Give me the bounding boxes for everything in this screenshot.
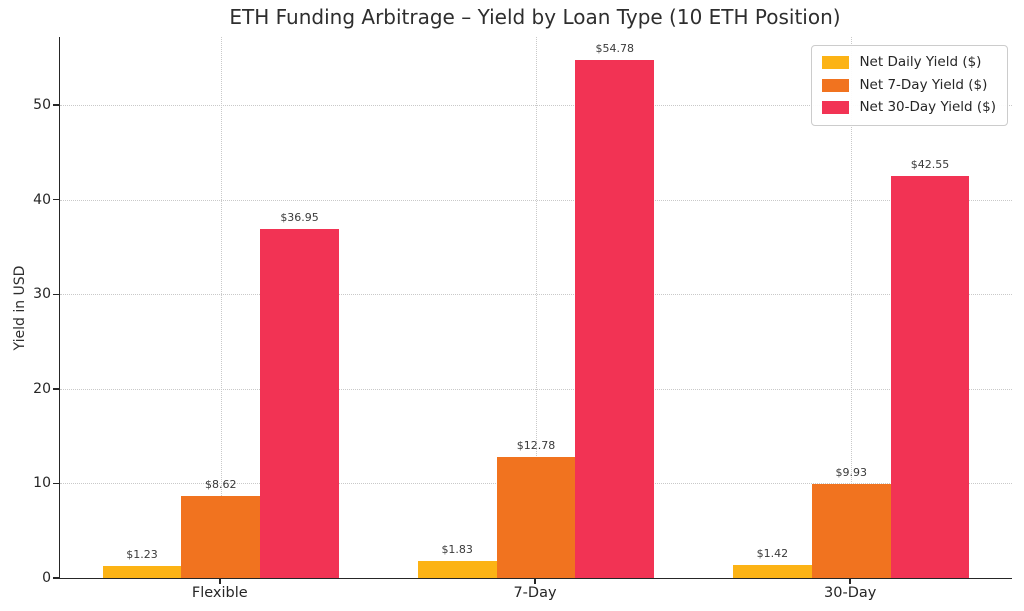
y-tick-label: 20 [33, 380, 51, 397]
bar-net-daily-yield [102, 566, 182, 578]
x-tick-label: 7-Day [513, 585, 557, 601]
legend-item-label: Net 30-Day Yield ($) [859, 99, 996, 116]
chart-title: ETH Funding Arbitrage – Yield by Loan Ty… [229, 5, 841, 29]
bar-net-7-day-yield [181, 496, 261, 578]
y-tick-label: 10 [33, 475, 51, 492]
bar-net-daily-yield [417, 560, 497, 578]
bar-net-30-day-yield [890, 175, 970, 578]
legend: Net Daily Yield ($) Net 7-Day Yield ($) Ne… [811, 45, 1008, 126]
y-axis-tick [53, 104, 59, 106]
bar-net-7-day-yield [496, 457, 576, 578]
y-axis-tick [53, 388, 59, 390]
x-axis-tick [219, 578, 221, 584]
bar-value-label: $36.95 [280, 210, 319, 224]
legend-swatch [822, 56, 850, 70]
bar-value-label: $1.42 [756, 546, 789, 560]
legend-item-label: Net Daily Yield ($) [859, 54, 982, 70]
legend-item: Net 7-Day Yield ($) [822, 76, 996, 94]
bar-net-30-day-yield [575, 59, 655, 578]
legend-item: Net Daily Yield ($) [822, 54, 996, 71]
y-axis-tick [53, 577, 59, 579]
bar-value-label: $8.62 [205, 478, 237, 492]
gridline-vertical [851, 37, 853, 578]
bar-net-7-day-yield [811, 484, 891, 578]
bar-value-label: $9.93 [835, 466, 867, 480]
bar-value-label: $42.55 [910, 157, 950, 171]
legend-item-label: Net 7-Day Yield ($) [859, 76, 988, 93]
legend-swatch [822, 101, 850, 115]
y-tick-label: 30 [33, 286, 51, 303]
bar-value-label: $12.78 [516, 439, 556, 453]
x-tick-label: Flexible [191, 585, 248, 601]
legend-item: Net 30-Day Yield ($) [822, 100, 996, 116]
y-tick-label: 0 [42, 570, 51, 586]
plot-area: $1.23 $1.83 $1.42 $8.62 $12.78 $9.93 $36.95 $54… [59, 37, 1012, 579]
bar-net-daily-yield [733, 564, 812, 578]
x-axis-tick [534, 578, 536, 584]
bar-value-label: $54.78 [595, 41, 635, 55]
y-axis-tick [53, 293, 59, 295]
y-tick-label: 50 [33, 97, 51, 114]
legend-swatch [822, 78, 850, 92]
y-tick-label: 40 [33, 191, 51, 208]
y-axis-tick [53, 198, 59, 201]
bar-value-label: $1.23 [126, 548, 158, 562]
x-tick-label: 30-Day [824, 585, 877, 601]
gridline-vertical [536, 37, 537, 578]
gridline-vertical [220, 37, 222, 578]
bar-value-label: $1.83 [441, 542, 473, 556]
y-axis-tick [53, 482, 59, 485]
bar-net-30-day-yield [260, 228, 339, 578]
y-axis-label: Yield in USD [12, 265, 28, 351]
x-axis-tick [849, 578, 851, 584]
